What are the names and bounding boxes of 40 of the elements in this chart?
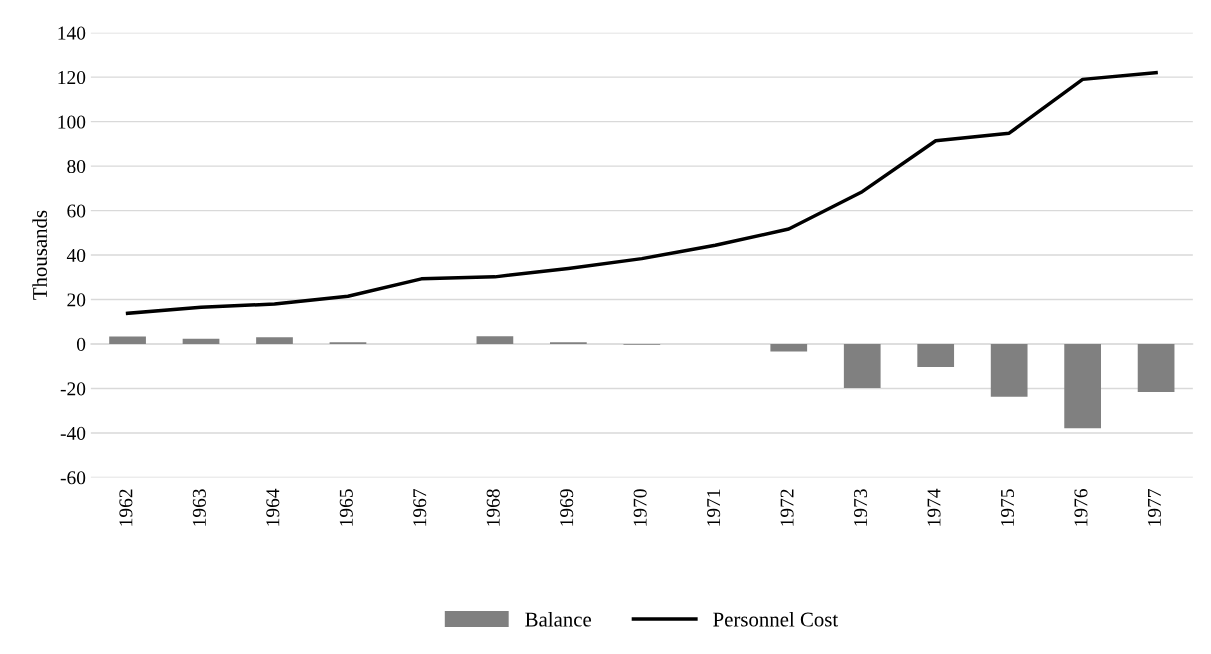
- bar: [1137, 344, 1175, 393]
- y-tick-label: 40: [66, 248, 86, 262]
- x-tick-label: 1963: [192, 489, 206, 526]
- y-tick-label: 20: [67, 293, 86, 307]
- y-tick-label: 0: [76, 337, 86, 351]
- bar: [1064, 344, 1101, 429]
- x-tick-label: 1973: [854, 489, 868, 526]
- y-tick-label: 80: [67, 159, 86, 174]
- x-tick-label: 1968: [486, 489, 500, 526]
- x-tick-label: 1970: [633, 489, 647, 526]
- x-tick-label: 1976: [1074, 489, 1088, 526]
- bar: [770, 344, 808, 352]
- y-tick-label: 140: [58, 26, 86, 40]
- bar: [476, 336, 514, 344]
- line-series: [125, 70, 1158, 316]
- bar: [990, 344, 1028, 397]
- x-tick-label: 1977: [1147, 489, 1161, 526]
- x-tick-label: 1965: [339, 489, 353, 526]
- x-tick-label: 1972: [780, 489, 794, 526]
- bar: [109, 336, 146, 344]
- y-tick-label: -20: [60, 382, 86, 396]
- x-tick-label: 1969: [560, 489, 574, 526]
- y-axis-title: Thousands: [32, 210, 48, 300]
- legend-label: Personnel Cost: [713, 611, 839, 627]
- x-tick-label: 1974: [927, 488, 941, 526]
- bar: [256, 337, 293, 344]
- x-tick-label: 1962: [119, 489, 133, 526]
- y-tick-label: 60: [67, 204, 86, 218]
- y-tick-label: 120: [58, 70, 86, 85]
- bar: [917, 344, 955, 367]
- x-tick-label: 1967: [413, 489, 427, 526]
- x-tick-label: 1971: [707, 489, 721, 526]
- y-tick-label: 100: [58, 115, 86, 129]
- y-tick-label: -60: [60, 471, 86, 485]
- x-tick-label: 1975: [1000, 489, 1015, 526]
- y-tick-label: -40: [60, 426, 86, 440]
- x-tick-label: 1964: [266, 488, 280, 526]
- bar: [843, 344, 881, 389]
- legend-label: Balance: [525, 611, 592, 627]
- bar: [182, 338, 220, 344]
